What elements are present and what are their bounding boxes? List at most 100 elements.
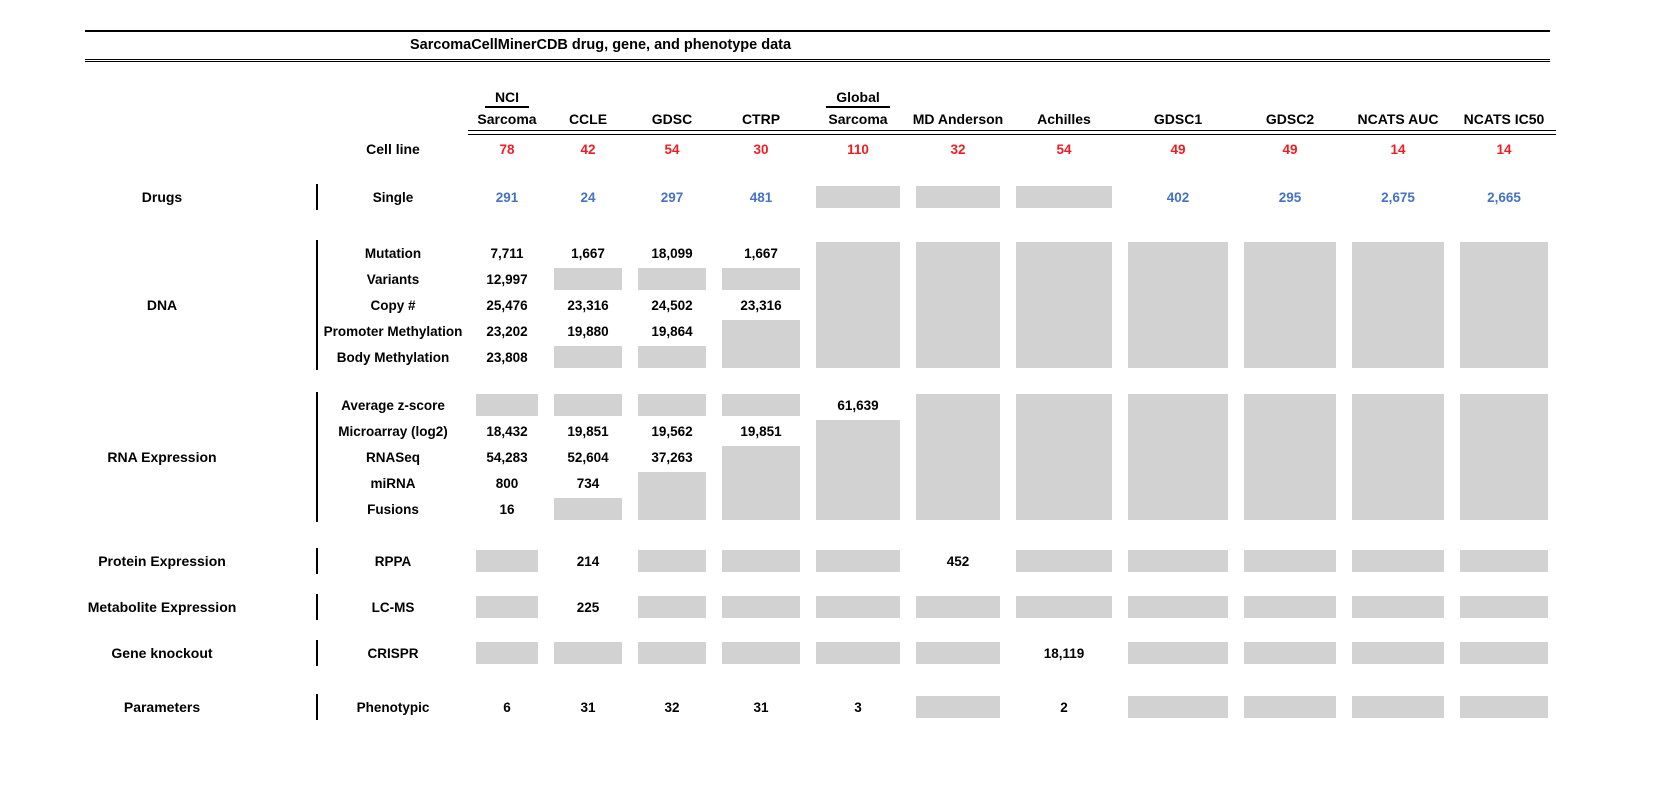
section-category: Protein Expression bbox=[8, 548, 318, 574]
no-data-box bbox=[1352, 550, 1444, 572]
data-value: 12,997 bbox=[486, 271, 528, 287]
column-header: NCATS AUC bbox=[1357, 111, 1439, 127]
data-value: 7,711 bbox=[490, 245, 524, 261]
no-data-box bbox=[638, 394, 706, 416]
no-data-box bbox=[916, 696, 1000, 718]
data-value: 402 bbox=[1166, 189, 1190, 205]
column-header: MD Anderson bbox=[912, 111, 1004, 127]
cell-line-count: 32 bbox=[950, 141, 966, 157]
no-data-box bbox=[638, 472, 706, 520]
no-data-box bbox=[1460, 696, 1548, 718]
no-data-box bbox=[476, 550, 538, 572]
column-group-label: Global bbox=[826, 89, 890, 108]
section: Parameters Phenotypic 6 31 32 31 3 2 bbox=[8, 694, 1669, 720]
cell-line-count: 42 bbox=[580, 141, 596, 157]
no-data-box bbox=[722, 596, 800, 618]
row-measure: LC-MS bbox=[371, 599, 415, 615]
no-data-box bbox=[638, 268, 706, 290]
no-data-box bbox=[816, 420, 900, 520]
section-category: Gene knockout bbox=[8, 640, 318, 666]
section-category: Parameters bbox=[8, 694, 318, 720]
column-group-label: NCI bbox=[484, 89, 530, 108]
no-data-box bbox=[554, 642, 622, 664]
no-data-box bbox=[1128, 242, 1228, 368]
data-value: 2 bbox=[1060, 699, 1068, 715]
no-data-box bbox=[1352, 696, 1444, 718]
no-data-box bbox=[1460, 394, 1548, 520]
data-value: 734 bbox=[576, 475, 600, 491]
data-value: 23,316 bbox=[567, 297, 609, 313]
data-value: 291 bbox=[495, 189, 519, 205]
data-value: 23,316 bbox=[740, 297, 782, 313]
row-measure: Promoter Methylation bbox=[323, 323, 463, 339]
data-value: 297 bbox=[660, 189, 684, 205]
data-value: 3 bbox=[854, 699, 862, 715]
column-header: CTRP bbox=[741, 111, 781, 127]
no-data-box bbox=[722, 268, 800, 290]
data-value: 2,665 bbox=[1487, 189, 1521, 205]
no-data-box bbox=[1244, 242, 1336, 368]
no-data-box bbox=[1460, 642, 1548, 664]
no-data-box bbox=[1244, 550, 1336, 572]
no-data-box bbox=[816, 642, 900, 664]
no-data-box bbox=[1244, 642, 1336, 664]
data-value: 19,851 bbox=[740, 423, 782, 439]
no-data-box bbox=[1460, 596, 1548, 618]
data-value: 23,808 bbox=[486, 349, 528, 365]
column-header: GDSC1 bbox=[1153, 111, 1203, 127]
row-measure: Average z-score bbox=[341, 397, 445, 413]
data-value: 19,562 bbox=[651, 423, 693, 439]
data-value: 295 bbox=[1278, 189, 1302, 205]
row-measure: Variants bbox=[366, 271, 420, 287]
data-value: 16 bbox=[499, 501, 515, 517]
row-measure: RPPA bbox=[374, 553, 412, 569]
data-value: 225 bbox=[576, 599, 600, 615]
no-data-box bbox=[816, 186, 900, 208]
row-measure: Microarray (log2) bbox=[338, 423, 448, 439]
figure-title-bar: SarcomaCellMinerCDB drug, gene, and phen… bbox=[85, 30, 1550, 62]
row-measure: CRISPR bbox=[367, 645, 419, 661]
no-data-box bbox=[1352, 242, 1444, 368]
row-measure: Phenotypic bbox=[356, 699, 430, 715]
data-value: 24 bbox=[580, 189, 596, 205]
row-measure: RNASeq bbox=[365, 449, 420, 465]
row-measure: Fusions bbox=[367, 501, 419, 517]
data-value: 452 bbox=[946, 553, 970, 569]
section-category: Metabolite Expression bbox=[8, 594, 318, 620]
data-value: 19,851 bbox=[567, 423, 609, 439]
data-value: 19,864 bbox=[651, 323, 693, 339]
no-data-box bbox=[816, 550, 900, 572]
no-data-box bbox=[1128, 696, 1228, 718]
column-header: NCATS IC50 bbox=[1463, 111, 1545, 127]
no-data-box bbox=[554, 498, 622, 520]
section-category: DNA bbox=[8, 240, 318, 370]
data-value: 800 bbox=[495, 475, 519, 491]
data-value: 18,099 bbox=[651, 245, 693, 261]
no-data-box bbox=[1352, 642, 1444, 664]
section-category: RNA Expression bbox=[8, 392, 318, 522]
cell-line-count: 78 bbox=[499, 141, 515, 157]
data-value: 1,667 bbox=[744, 245, 778, 261]
no-data-box bbox=[554, 394, 622, 416]
no-data-box bbox=[1460, 242, 1548, 368]
data-value: 31 bbox=[580, 699, 596, 715]
cell-line-count: 14 bbox=[1496, 141, 1512, 157]
column-header: Sarcoma bbox=[477, 111, 537, 127]
table-body: Drugs Single 291 24 297 481 402 295 2,675 2,665 DN… bbox=[8, 184, 1669, 720]
data-value: 25,476 bbox=[486, 297, 528, 313]
no-data-box bbox=[638, 596, 706, 618]
no-data-box bbox=[722, 446, 800, 520]
no-data-box bbox=[1244, 596, 1336, 618]
column-header: Sarcoma bbox=[828, 111, 888, 127]
row-measure: Mutation bbox=[364, 245, 422, 261]
no-data-box bbox=[1352, 394, 1444, 520]
cell-line-count: 49 bbox=[1170, 141, 1186, 157]
data-value: 37,263 bbox=[651, 449, 693, 465]
no-data-box bbox=[476, 394, 538, 416]
data-value: 52,604 bbox=[567, 449, 609, 465]
section: Gene knockout CRISPR 18,119 bbox=[8, 640, 1669, 666]
cell-line-count: 14 bbox=[1390, 141, 1406, 157]
data-value: 19,880 bbox=[567, 323, 609, 339]
section: Protein Expression RPPA 214 452 bbox=[8, 548, 1669, 574]
no-data-box bbox=[1244, 394, 1336, 520]
